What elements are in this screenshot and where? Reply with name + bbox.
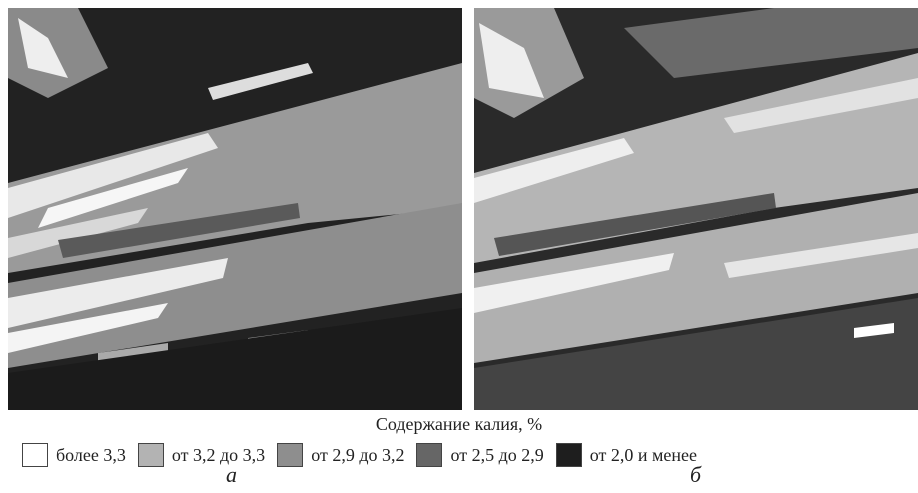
legend-item: от 3,2 до 3,3: [138, 443, 265, 467]
panel-label: б: [690, 462, 701, 488]
legend-label: от 2,0 и менее: [590, 445, 697, 466]
legend-label: от 2,9 до 3,2: [311, 445, 404, 466]
legend-item: от 2,5 до 2,9: [416, 443, 543, 467]
legend-label: от 2,5 до 2,9: [450, 445, 543, 466]
legend-swatch: [277, 443, 303, 467]
legend-swatch: [556, 443, 582, 467]
page: Содержание калия, % более 3,3 от 3,2 до …: [0, 0, 918, 493]
legend-item: от 2,0 и менее: [556, 443, 697, 467]
legend-item: от 2,9 до 3,2: [277, 443, 404, 467]
legend-swatch: [138, 443, 164, 467]
legend-label: от 3,2 до 3,3: [172, 445, 265, 466]
legend-swatch: [416, 443, 442, 467]
panel-label: а: [226, 462, 237, 488]
legend-swatch: [22, 443, 48, 467]
legend-label: более 3,3: [56, 445, 126, 466]
legend-title: Содержание калия, %: [0, 414, 918, 435]
map-panel-b: [474, 8, 918, 410]
legend: более 3,3 от 3,2 до 3,3 от 2,9 до 3,2 от…: [22, 443, 709, 467]
map-panel-a: [8, 8, 462, 410]
legend-item: более 3,3: [22, 443, 126, 467]
